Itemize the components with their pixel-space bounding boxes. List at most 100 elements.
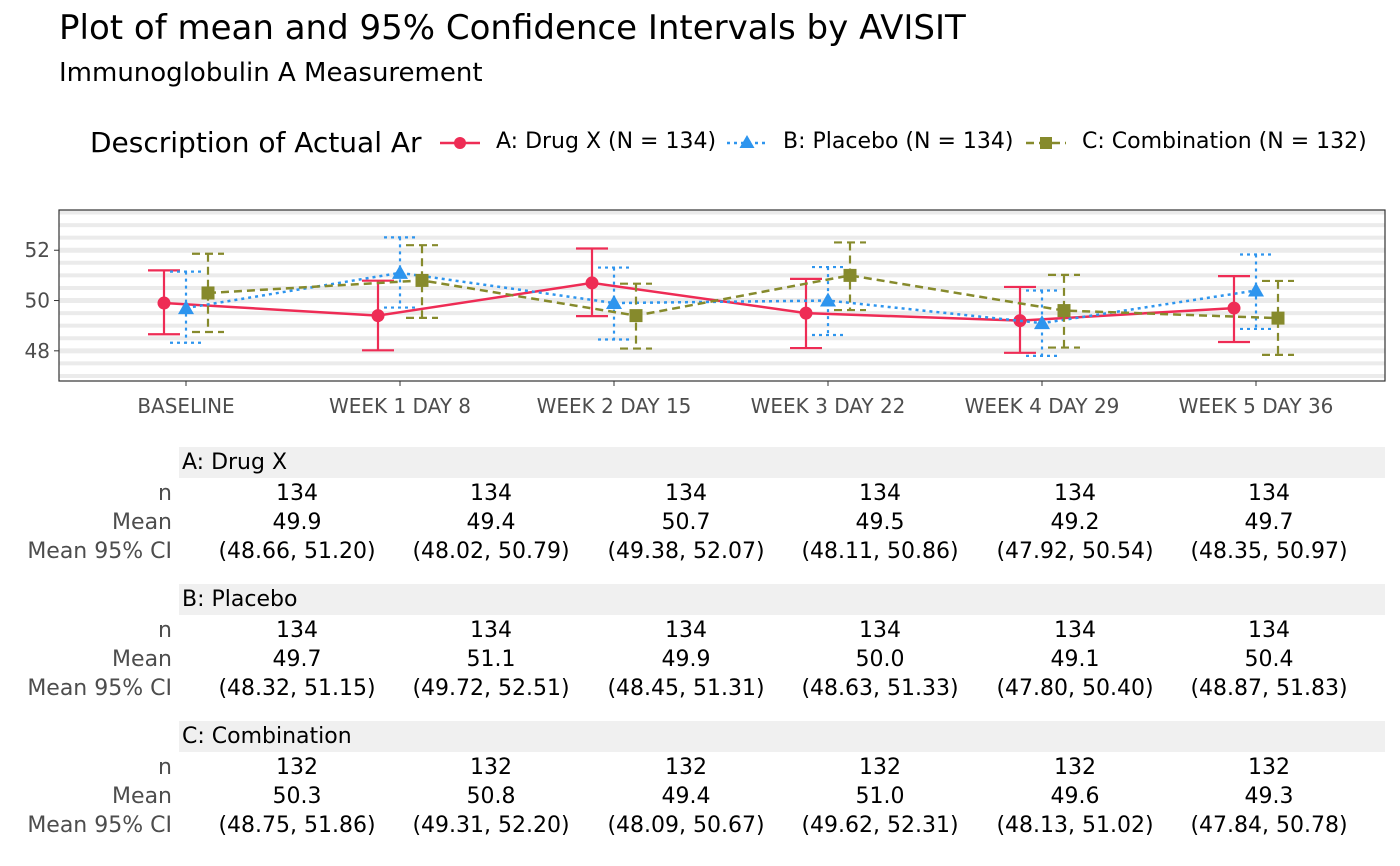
table-row-label: Mean 95% CI — [27, 676, 172, 701]
table-cell: 134 — [1248, 618, 1290, 643]
x-tick-label: WEEK 4 DAY 29 — [965, 394, 1120, 418]
table-cell: (47.84, 50.78) — [1190, 813, 1348, 838]
table-cell: 132 — [470, 755, 512, 780]
table-row-label: Mean 95% CI — [27, 813, 172, 838]
table-cell: (48.32, 51.15) — [218, 676, 376, 701]
table-row-label: Mean — [112, 510, 172, 535]
table-cell: 49.7 — [272, 647, 322, 672]
table-cell: (47.80, 50.40) — [996, 676, 1154, 701]
table-cell: 134 — [276, 481, 318, 506]
table-cell: 49.4 — [661, 784, 711, 809]
table-cell: 132 — [859, 755, 901, 780]
series-line-combination — [207, 274, 1279, 320]
legend: Description of Actual Ar A: Drug X (N = … — [0, 118, 1400, 168]
table-cell: 49.2 — [1050, 510, 1100, 535]
table-cell: 134 — [1054, 618, 1096, 643]
x-tick-label: WEEK 2 DAY 15 — [537, 394, 692, 418]
point-placebo — [178, 300, 194, 315]
legend-key-combination — [1026, 137, 1066, 149]
table-row-label: Mean 95% CI — [27, 539, 172, 564]
table-group-header-drug-x: A: Drug X — [179, 447, 1385, 478]
point-placebo — [1248, 282, 1264, 297]
table-cell: (48.35, 50.97) — [1190, 539, 1348, 564]
table-group-header-placebo: B: Placebo — [179, 584, 1385, 615]
table-cell: 132 — [1248, 755, 1290, 780]
table-cell: 49.1 — [1050, 647, 1100, 672]
table-cell: (48.11, 50.86) — [801, 539, 959, 564]
table-group-header-combination: C: Combination — [179, 721, 1385, 752]
table-row-label: Mean — [112, 784, 172, 809]
table-cell: 50.3 — [272, 784, 322, 809]
table-group-name: C: Combination — [182, 724, 352, 749]
chart-title: Plot of mean and 95% Confidence Interval… — [59, 8, 966, 48]
table-cell: (48.75, 51.86) — [218, 813, 376, 838]
legend-label-placebo: B: Placebo (N = 134) — [783, 129, 1014, 154]
table-cell: 49.5 — [855, 510, 905, 535]
table-cell: 132 — [1054, 755, 1096, 780]
series-line-drug-x — [163, 281, 1235, 322]
panel-border — [58, 209, 1386, 382]
table-cell: (48.09, 50.67) — [607, 813, 765, 838]
table-cell: 49.6 — [1050, 784, 1100, 809]
table-row-label: n — [158, 618, 172, 643]
table-cell: 49.4 — [466, 510, 516, 535]
table-cell: (48.66, 51.20) — [218, 539, 376, 564]
x-tick-label: WEEK 3 DAY 22 — [751, 394, 906, 418]
table-cell: 134 — [1054, 481, 1096, 506]
point-placebo — [606, 295, 622, 310]
table-cell: (48.63, 51.33) — [801, 676, 959, 701]
table-cell: 50.8 — [466, 784, 516, 809]
point-drug-x — [1227, 301, 1241, 315]
table-cell: 134 — [470, 481, 512, 506]
table-cell: (49.62, 52.31) — [801, 813, 959, 838]
y-tick-label: 50 — [25, 289, 50, 313]
table-cell: 50.0 — [855, 647, 905, 672]
series-line-placebo — [185, 271, 1257, 325]
table-cell: (49.31, 52.20) — [412, 813, 570, 838]
table-group-name: B: Placebo — [182, 587, 298, 612]
table-cell: 49.9 — [661, 647, 711, 672]
table-cell: 51.0 — [855, 784, 905, 809]
chart-subtitle: Immunoglobulin A Measurement — [59, 58, 483, 88]
table-cell: (48.87, 51.83) — [1190, 676, 1348, 701]
table-cell: (49.38, 52.07) — [607, 539, 765, 564]
point-combination — [629, 309, 643, 323]
point-placebo — [820, 292, 836, 307]
table-cell: 49.9 — [272, 510, 322, 535]
table-cell: 132 — [665, 755, 707, 780]
point-combination — [201, 286, 215, 300]
point-combination — [415, 273, 429, 287]
point-drug-x — [157, 296, 171, 310]
table-row-label: Mean — [112, 647, 172, 672]
point-drug-x — [371, 309, 385, 323]
legend-label-combination: C: Combination (N = 132) — [1082, 129, 1367, 154]
x-tick-label: WEEK 1 DAY 8 — [329, 394, 471, 418]
table-row-label: n — [158, 481, 172, 506]
chart-plot: 48 50 52 BASELINE WEEK 1 DAY 8 WEEK 2 DAY 15 W… — [25, 209, 1386, 418]
table-cell: 132 — [276, 755, 318, 780]
table-group-name: A: Drug X — [182, 450, 288, 475]
table-cell: 134 — [859, 481, 901, 506]
table-cell: 134 — [1248, 481, 1290, 506]
table-cell: (48.45, 51.31) — [607, 676, 765, 701]
point-combination — [1271, 311, 1285, 325]
x-tick-label: BASELINE — [137, 394, 234, 418]
point-combination — [1057, 304, 1071, 318]
table-row-label: n — [158, 755, 172, 780]
table-cell: 134 — [665, 618, 707, 643]
legend-label-drug-x: A: Drug X (N = 134) — [496, 129, 717, 154]
point-drug-x — [585, 276, 599, 290]
table-cell: 50.7 — [661, 510, 711, 535]
table-cell: (48.13, 51.02) — [996, 813, 1154, 838]
table-cell: 134 — [276, 618, 318, 643]
table-cell: 49.7 — [1244, 510, 1294, 535]
table-cell: 51.1 — [466, 647, 516, 672]
legend-title: Description of Actual Ar — [90, 126, 422, 159]
legend-key-drug-x — [440, 137, 480, 149]
y-tick-label: 48 — [25, 339, 50, 363]
table-cell: (47.92, 50.54) — [996, 539, 1154, 564]
y-tick-label: 52 — [25, 238, 50, 262]
point-placebo — [392, 264, 408, 279]
table-cell: (49.72, 52.51) — [412, 676, 570, 701]
legend-key-placebo — [727, 135, 767, 148]
